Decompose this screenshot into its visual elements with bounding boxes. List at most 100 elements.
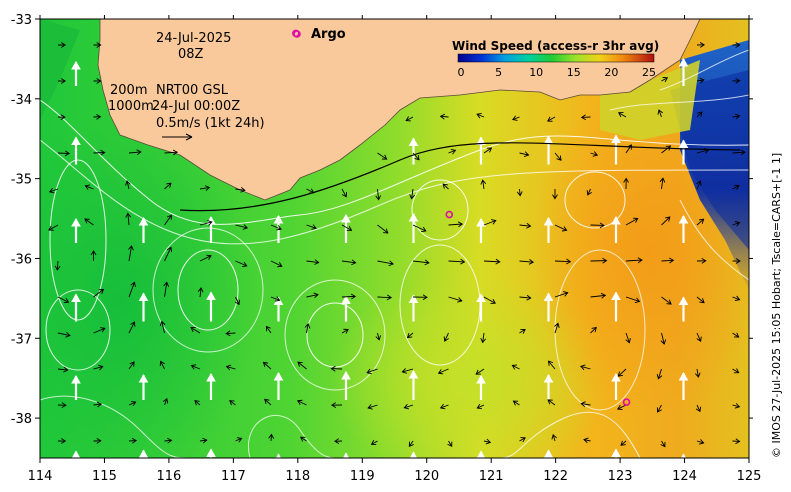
current-arrow — [93, 401, 103, 408]
hour-label: 08Z — [178, 47, 204, 62]
current-arrow — [296, 399, 307, 406]
current-arrow — [623, 177, 629, 190]
current-arrow — [93, 364, 104, 371]
contour-line — [679, 199, 749, 281]
wind-arrow — [611, 134, 621, 165]
current-arrow — [341, 259, 357, 266]
wind-arrow — [476, 217, 486, 243]
map-frame — [39, 18, 750, 459]
argo-float-marker — [622, 398, 631, 406]
current-arrow — [270, 296, 281, 302]
current-arrow — [306, 224, 317, 230]
current-arrow — [696, 218, 705, 226]
current-arrow — [199, 437, 208, 444]
current-arrow — [512, 115, 520, 121]
current-arrow — [590, 292, 607, 299]
source-label: NRT00 GSL — [156, 83, 229, 98]
current-arrow — [57, 366, 69, 373]
current-arrow — [476, 403, 485, 410]
lat-tick-label: -38 — [11, 412, 32, 427]
wind-arrow — [476, 450, 486, 458]
current-arrow — [656, 404, 662, 413]
current-arrow — [341, 224, 353, 232]
current-arrow — [366, 368, 378, 375]
current-arrow — [164, 246, 172, 262]
legend-tick-label: 10 — [529, 66, 543, 79]
current-arrow — [519, 222, 532, 229]
eddy-contour — [284, 279, 386, 391]
current-arrow — [412, 294, 428, 301]
current-arrow — [554, 224, 568, 232]
lon-tick-label: 123 — [608, 469, 633, 484]
current-arrow — [54, 260, 61, 271]
current-arrow — [732, 184, 740, 190]
current-arrow — [162, 398, 169, 406]
lon-tick-label: 120 — [414, 469, 439, 484]
lon-tick-label: 114 — [28, 469, 53, 484]
current-arrow — [93, 78, 102, 84]
current-arrow — [554, 152, 562, 161]
wind-arrow — [341, 370, 351, 400]
imos-credit: © IMOS 27-Jul-2025 15:05 Hobart; Tscale=… — [770, 153, 783, 458]
current-arrow — [443, 332, 449, 342]
wind-arrow — [611, 448, 621, 458]
current-arrow — [412, 259, 430, 266]
current-arrow — [547, 116, 556, 122]
wind-arrow — [275, 453, 282, 458]
wind-arrow — [408, 369, 419, 400]
current-arrow — [516, 188, 523, 197]
current-arrow — [235, 186, 246, 193]
current-arrow — [732, 42, 741, 48]
latitude-axis: -33 -34 -35 -36 -37 -38 — [11, 13, 753, 427]
lon-tick-label: 125 — [737, 469, 762, 484]
current-arrow — [84, 184, 94, 190]
current-arrow — [618, 112, 627, 118]
current-arrow — [439, 403, 449, 410]
wind-arrow — [206, 291, 216, 322]
wind-arrow — [71, 374, 81, 400]
australia-landmass — [98, 19, 700, 200]
low-wind-zone — [40, 110, 260, 458]
lon-tick-label: 122 — [543, 469, 568, 484]
current-arrow — [552, 188, 558, 200]
scale-arrow — [162, 133, 193, 141]
current-arrow — [519, 258, 535, 265]
current-arrow — [625, 217, 639, 226]
wind-arrow — [408, 137, 419, 165]
current-arrow — [406, 332, 414, 339]
current-arrow — [732, 149, 746, 156]
lon-tick-label: 115 — [92, 469, 117, 484]
current-arrow — [377, 260, 394, 267]
current-arrow — [194, 400, 201, 406]
current-arrow — [660, 332, 667, 345]
current-arrow — [199, 254, 212, 262]
current-arrow — [341, 293, 357, 300]
current-arrow — [128, 245, 134, 262]
current-arrow — [367, 404, 378, 410]
wind-arrow — [611, 215, 621, 243]
current-arrow — [483, 438, 492, 445]
current-arrow — [696, 332, 702, 343]
current-arrow — [590, 257, 608, 264]
current-arrow — [190, 364, 201, 370]
coastline — [97, 19, 701, 201]
contour-line — [659, 49, 749, 91]
current-arrow — [164, 182, 172, 190]
current-arrow — [448, 296, 463, 303]
current-arrow — [57, 114, 66, 121]
argo-markers — [292, 29, 631, 406]
current-arrow — [448, 258, 466, 265]
current-arrow — [235, 260, 248, 268]
current-arrow — [159, 320, 166, 334]
wind-arrow — [476, 136, 486, 165]
current-arrow — [412, 152, 420, 161]
lat-tick-label: -36 — [11, 252, 32, 267]
current-arrow — [483, 147, 493, 154]
depth-label-1000m: 1000m — [108, 99, 154, 114]
current-arrow — [341, 188, 347, 198]
current-arrow — [128, 321, 136, 334]
current-arrow — [661, 216, 671, 226]
current-arrow — [475, 368, 485, 375]
current-arrow — [696, 257, 707, 264]
